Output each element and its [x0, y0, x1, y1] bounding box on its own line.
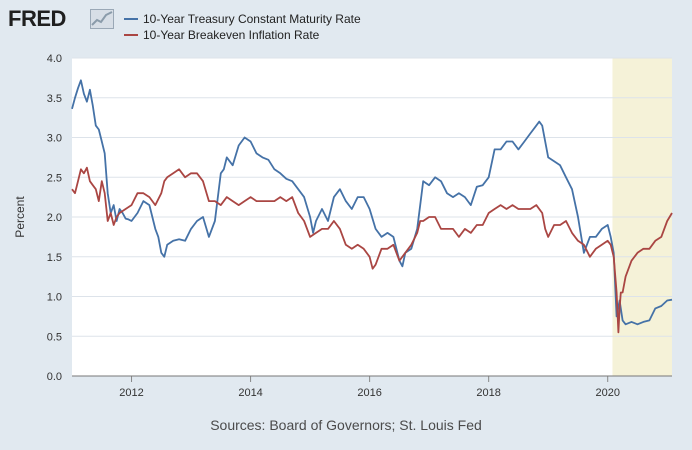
y-tick-label: 0.0: [47, 371, 62, 383]
series-line-breakeven: [71, 166, 673, 334]
legend-entry-treasury: 10-Year Treasury Constant Maturity Rate: [124, 11, 361, 27]
x-tick-label: 2020: [595, 387, 619, 399]
series-line-treasury: [71, 79, 673, 326]
legend-entry-breakeven: 10-Year Breakeven Inflation Rate: [124, 27, 361, 43]
chart-legend: 10-Year Treasury Constant Maturity Rate …: [124, 11, 361, 43]
source-note: Sources: Board of Governors; St. Louis F…: [210, 417, 482, 433]
chart-header: FRED 10-Year Treasury Constant Maturity …: [0, 0, 692, 50]
line-chart: 0.0 0.5 1.0 1.5 2.0 2.5 3.0 3.5 4.0 2012 2014 2016 2…: [13, 53, 673, 399]
x-tick-label: 2018: [476, 387, 500, 399]
y-tick-label: 2.0: [47, 212, 62, 224]
x-tick-label: 2014: [238, 387, 262, 399]
y-tick-label: 3.5: [47, 93, 62, 105]
y-tick-label: 0.5: [47, 331, 62, 343]
legend-label-breakeven: 10-Year Breakeven Inflation Rate: [143, 28, 320, 42]
legend-swatch-breakeven: [124, 34, 138, 36]
legend-label-treasury: 10-Year Treasury Constant Maturity Rate: [143, 12, 361, 26]
y-tick-label: 3.0: [47, 133, 62, 145]
legend-swatch-treasury: [124, 18, 138, 20]
x-tick-label: 2012: [119, 387, 143, 399]
y-tick-label: 4.0: [47, 53, 62, 65]
y-axis-label: Percent: [13, 196, 27, 238]
fred-logo: FRED: [8, 6, 66, 31]
chart-area: 0.0 0.5 1.0 1.5 2.0 2.5 3.0 3.5 4.0 2012 2014 2016 2…: [0, 46, 692, 411]
y-tick-label: 2.5: [47, 172, 62, 184]
x-tick-label: 2016: [357, 387, 381, 399]
y-tick-label: 1.5: [47, 252, 62, 264]
y-tick-label: 1.0: [47, 292, 62, 304]
fred-graph-icon: [90, 9, 114, 29]
